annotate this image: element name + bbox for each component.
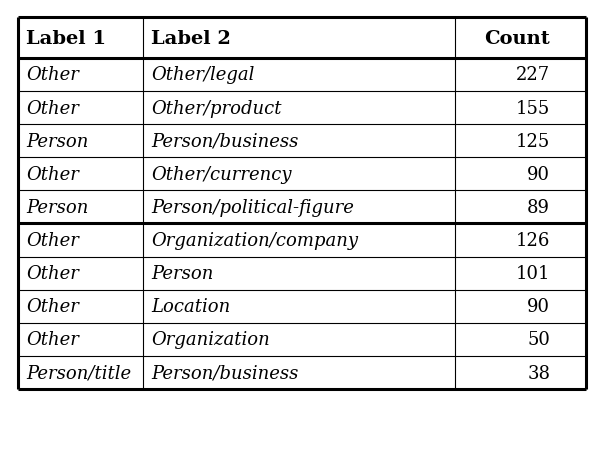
Text: 90: 90	[527, 297, 550, 316]
Text: 125: 125	[516, 132, 550, 151]
Text: 126: 126	[516, 231, 550, 250]
Text: Person: Person	[151, 264, 213, 283]
Text: Other/legal: Other/legal	[151, 66, 254, 84]
Text: Count: Count	[484, 29, 550, 48]
Text: Other: Other	[26, 165, 79, 184]
Text: Other: Other	[26, 99, 79, 118]
Text: Other: Other	[26, 297, 79, 316]
Text: Person/title: Person/title	[26, 364, 131, 382]
Text: Organization: Organization	[151, 330, 269, 349]
Text: Other: Other	[26, 330, 79, 349]
Text: Other/currency: Other/currency	[151, 165, 291, 184]
Text: Person: Person	[26, 132, 88, 151]
Text: Location: Location	[151, 297, 230, 316]
Text: Label 1: Label 1	[26, 29, 106, 48]
Text: Person/political-figure: Person/political-figure	[151, 198, 354, 217]
Text: 38: 38	[527, 364, 550, 382]
Text: Organization/company: Organization/company	[151, 231, 358, 250]
Text: Other: Other	[26, 66, 79, 84]
Text: 90: 90	[527, 165, 550, 184]
Text: 50: 50	[527, 330, 550, 349]
Text: 101: 101	[516, 264, 550, 283]
Text: Person: Person	[26, 198, 88, 217]
Text: Label 2: Label 2	[151, 29, 231, 48]
Text: 227: 227	[516, 66, 550, 84]
Text: Other/product: Other/product	[151, 99, 281, 118]
Text: Person/business: Person/business	[151, 132, 298, 151]
Text: Other: Other	[26, 264, 79, 283]
Text: 89: 89	[527, 198, 550, 217]
Text: Other: Other	[26, 231, 79, 250]
Text: 155: 155	[516, 99, 550, 118]
Text: Person/business: Person/business	[151, 364, 298, 382]
